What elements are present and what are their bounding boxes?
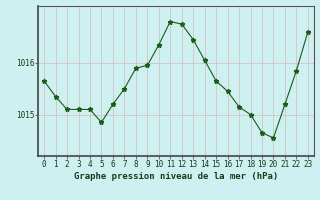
X-axis label: Graphe pression niveau de la mer (hPa): Graphe pression niveau de la mer (hPa)	[74, 172, 278, 181]
